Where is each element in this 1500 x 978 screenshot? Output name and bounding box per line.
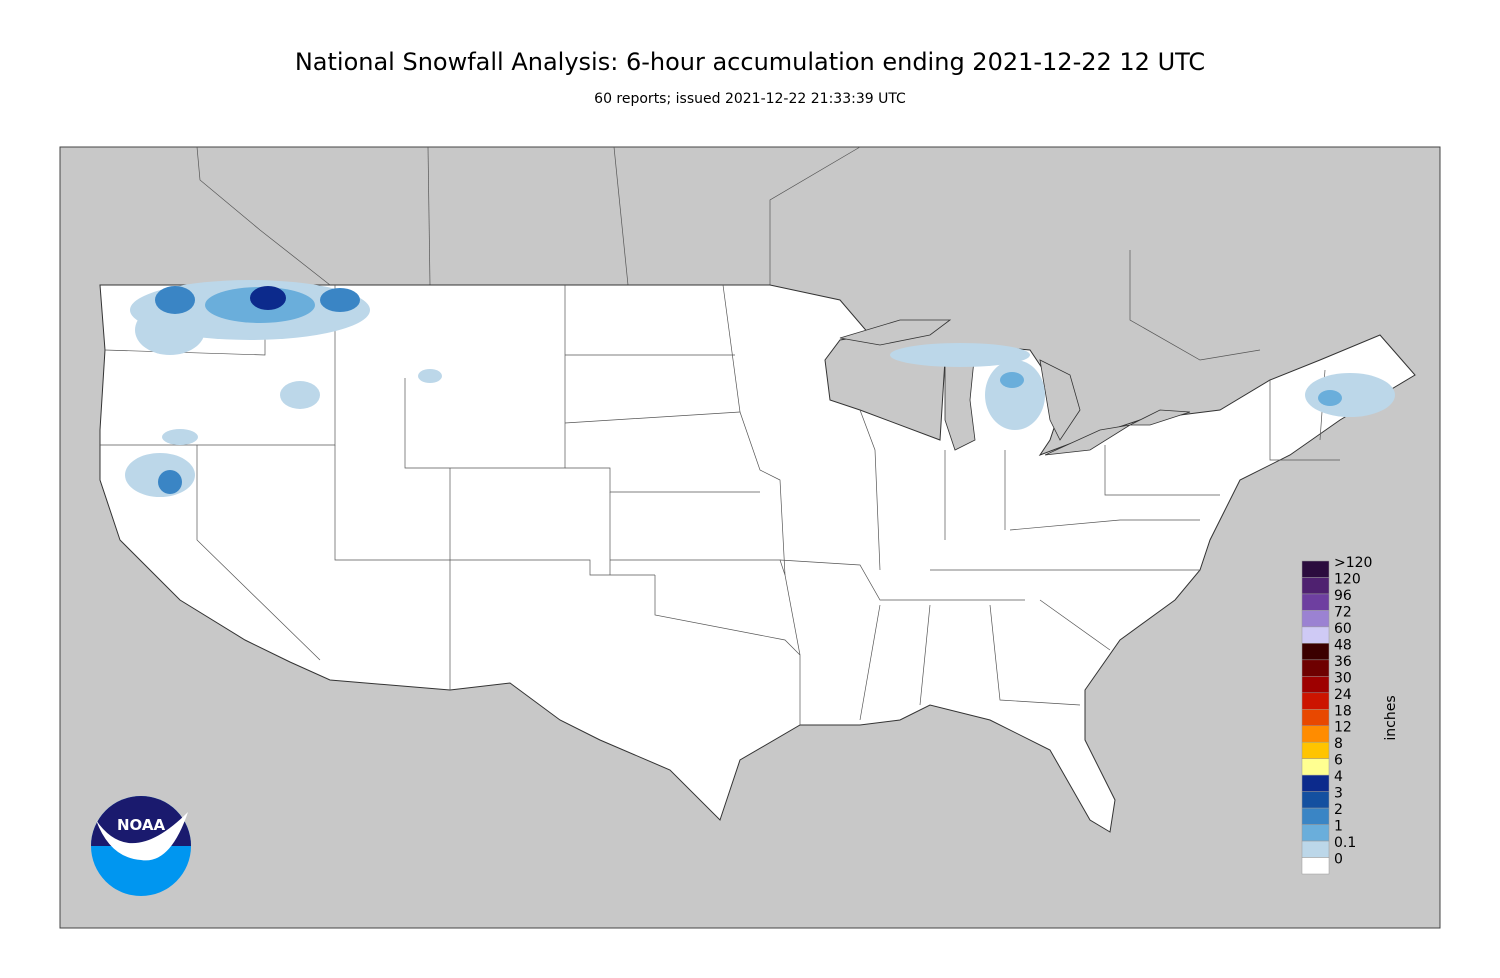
legend: inches >1201209672604836302418128643210.… — [1301, 555, 1399, 875]
snow-cover — [125, 280, 1395, 497]
legend-swatch — [1301, 774, 1330, 792]
legend-swatch — [1301, 709, 1330, 726]
legend-label: 1 — [1334, 819, 1343, 835]
legend-label: 8 — [1334, 736, 1343, 752]
legend-label: 0 — [1334, 852, 1343, 868]
legend-swatch — [1301, 824, 1330, 842]
legend-label: 2 — [1334, 802, 1343, 818]
legend-swatch — [1301, 560, 1330, 578]
legend-swatch — [1301, 791, 1330, 809]
legend-swatch — [1301, 626, 1330, 644]
logo-text: NOAA — [117, 816, 166, 834]
legend-label: 72 — [1334, 604, 1352, 620]
legend-label: 48 — [1334, 637, 1352, 653]
legend-swatch — [1301, 840, 1330, 858]
legend-label: 12 — [1334, 720, 1352, 736]
legend-swatch — [1301, 758, 1330, 776]
legend-unit: inches — [1383, 695, 1399, 740]
legend-swatch — [1301, 659, 1330, 677]
title: National Snowfall Analysis: 6-hour accum… — [295, 48, 1205, 76]
legend-swatch — [1301, 692, 1330, 710]
legend-swatch — [1301, 577, 1330, 595]
legend-swatch — [1301, 676, 1330, 694]
legend-swatch — [1301, 857, 1330, 875]
legend-label: 4 — [1334, 769, 1343, 785]
subtitle: 60 reports; issued 2021-12-22 21:33:39 U… — [594, 91, 906, 107]
legend-label: 18 — [1334, 703, 1352, 719]
legend-swatch — [1301, 741, 1330, 759]
legend-label: 36 — [1334, 654, 1352, 670]
legend-label: 120 — [1334, 571, 1361, 587]
legend-label: 60 — [1334, 621, 1352, 637]
legend-label: 0.1 — [1334, 835, 1356, 851]
legend-label: 3 — [1334, 786, 1343, 802]
legend-label: 30 — [1334, 670, 1352, 686]
map — [59, 146, 1441, 929]
legend-swatch — [1301, 610, 1330, 628]
legend-label: 6 — [1334, 753, 1343, 769]
legend-label: 24 — [1334, 687, 1352, 703]
legend-swatch — [1301, 643, 1330, 661]
noaa-logo: NOAA — [91, 796, 191, 896]
legend-label: >120 — [1334, 555, 1372, 571]
legend-swatch — [1301, 725, 1330, 743]
legend-label: 96 — [1334, 588, 1352, 604]
legend-swatch — [1301, 807, 1330, 825]
legend-swatch — [1301, 593, 1330, 611]
